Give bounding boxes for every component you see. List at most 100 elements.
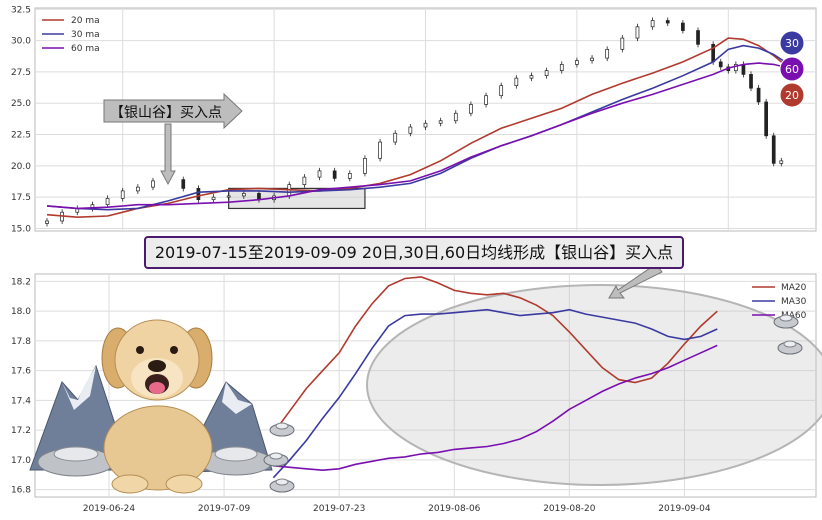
ma-ytick-label: 17.0 bbox=[11, 456, 31, 466]
ma-ytick-label: 16.8 bbox=[11, 486, 31, 496]
valley-highlight-ellipse bbox=[366, 284, 822, 486]
candle-body bbox=[151, 180, 155, 188]
candle-body bbox=[226, 195, 231, 198]
ma-ytick-label: 17.8 bbox=[11, 337, 31, 347]
ma-legend-label: MA60 bbox=[781, 311, 807, 321]
candle-body bbox=[696, 30, 700, 45]
candle-body bbox=[575, 60, 579, 65]
ma-legend-label: MA30 bbox=[781, 297, 807, 307]
ma-ytick-label: 18.2 bbox=[11, 277, 31, 287]
candle-body bbox=[544, 70, 549, 77]
candle-body bbox=[105, 198, 110, 206]
candle-body bbox=[211, 196, 216, 201]
candle-body bbox=[469, 104, 473, 114]
small-ingot-top bbox=[275, 422, 289, 430]
signal-banner: 2019-07-15至2019-09-09 20日,30日,60日均线形成【银山… bbox=[144, 236, 684, 269]
ma-legend: MA20 MA30 MA60 bbox=[752, 283, 807, 321]
price-ytick-label: 20.0 bbox=[11, 162, 31, 172]
ma-badge-60 bbox=[779, 56, 805, 82]
candle-body bbox=[196, 188, 201, 201]
candle-body bbox=[332, 170, 337, 179]
price-series-20-ma bbox=[46, 37, 790, 219]
ma-series-MA30 bbox=[272, 308, 718, 479]
ma-legend-label: MA20 bbox=[781, 283, 807, 293]
price-series-30-ma bbox=[46, 44, 790, 211]
price-ytick-label: 17.5 bbox=[11, 193, 31, 203]
candle-body bbox=[605, 48, 610, 59]
small-ingot-top bbox=[783, 340, 797, 348]
small-ingot-top bbox=[275, 478, 289, 486]
ma-zoom-panel: 2019-06-24 2019-07-09 2019-07-23 2019-08-06… bbox=[11, 263, 822, 514]
candle-body bbox=[665, 20, 670, 24]
silver-ingot-left-top bbox=[53, 446, 99, 462]
mountain-left-snow bbox=[62, 366, 96, 410]
price-legend-label: 60 ma bbox=[71, 44, 100, 54]
candle-body bbox=[241, 193, 246, 197]
ma-series-MA60 bbox=[273, 344, 718, 472]
candle-body bbox=[620, 37, 625, 50]
price-series-60-ma bbox=[46, 62, 790, 210]
buy-point-arrow-label: 【银山谷】买入点 bbox=[110, 105, 222, 121]
candle-body bbox=[423, 122, 428, 128]
dog-body bbox=[103, 405, 213, 491]
ma-series-MA20 bbox=[272, 276, 718, 434]
dog-paw-left bbox=[111, 474, 149, 494]
dog-paw-right bbox=[165, 474, 203, 494]
small-ingot-top bbox=[269, 452, 283, 460]
ma-badge-label: 30 bbox=[785, 37, 799, 50]
candle-body bbox=[484, 95, 488, 105]
ma-ytick-label: 17.4 bbox=[11, 396, 31, 406]
candle-body bbox=[347, 173, 352, 179]
candle-body bbox=[559, 64, 564, 71]
price-ytick-label: 25.0 bbox=[11, 99, 31, 109]
candle-body bbox=[529, 75, 534, 79]
ma-xtick-label: 2019-07-23 bbox=[313, 504, 365, 514]
candle-body bbox=[393, 132, 398, 143]
candle-body bbox=[317, 170, 322, 178]
candle-body bbox=[764, 101, 769, 137]
ma-xtick-label: 2019-06-24 bbox=[83, 504, 136, 514]
candle-body bbox=[135, 186, 140, 192]
ma-ytick-label: 17.6 bbox=[11, 367, 31, 377]
candle-body bbox=[718, 61, 723, 68]
price-panel: 15.0 17.5 20.0 22.5 25.0 27.5 30.0 32.5 20 ma 30 … bbox=[11, 5, 817, 234]
price-ytick-label: 27.5 bbox=[11, 68, 31, 78]
ma-badge-30 bbox=[779, 30, 805, 56]
candle-body bbox=[635, 26, 640, 39]
candle-body bbox=[734, 64, 738, 71]
dog-eye-right bbox=[170, 346, 178, 354]
candle-body bbox=[749, 74, 753, 89]
candle-body bbox=[771, 135, 776, 164]
ma-xtick-label: 2019-08-20 bbox=[543, 504, 596, 514]
candle-body bbox=[438, 120, 443, 124]
candle-body bbox=[45, 220, 49, 224]
ma-badge-20 bbox=[779, 82, 805, 108]
candle-body bbox=[650, 20, 655, 28]
ma-xtick-label: 2019-07-09 bbox=[198, 504, 251, 514]
candle-body bbox=[302, 176, 307, 185]
candle-body bbox=[120, 190, 125, 199]
candle-body bbox=[779, 160, 784, 164]
candle-body bbox=[590, 57, 594, 61]
candle-body bbox=[681, 22, 685, 31]
ma-xtick-label: 2019-08-06 bbox=[428, 504, 481, 514]
price-ytick-label: 15.0 bbox=[11, 224, 31, 234]
dog-eye-left bbox=[136, 346, 144, 354]
candle-body bbox=[514, 77, 519, 87]
banner-pointer-arrow bbox=[608, 263, 663, 299]
candle-body bbox=[499, 85, 504, 97]
candle-body bbox=[378, 141, 382, 159]
candle-body bbox=[756, 87, 761, 103]
candle-body bbox=[181, 179, 186, 189]
ma-ytick-label: 18.0 bbox=[11, 307, 31, 317]
price-ytick-label: 32.5 bbox=[11, 5, 31, 15]
dog-tongue bbox=[149, 382, 165, 394]
ma-badge-label: 20 bbox=[785, 89, 799, 102]
dog-mountain-illustration bbox=[29, 314, 803, 494]
candle-body bbox=[363, 157, 367, 174]
buy-point-arrow-shape bbox=[103, 92, 243, 130]
ma-xtick-label: 2019-09-04 bbox=[658, 504, 711, 514]
price-legend-label: 20 ma bbox=[71, 16, 100, 26]
